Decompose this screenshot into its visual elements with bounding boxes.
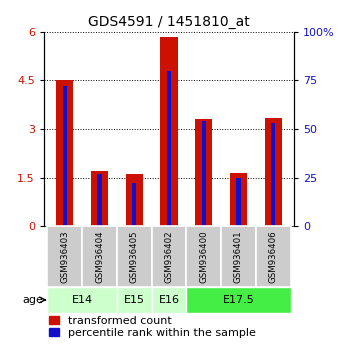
- Bar: [256, 226, 291, 287]
- Bar: [126, 174, 143, 226]
- Bar: [186, 287, 291, 313]
- Bar: [221, 226, 256, 287]
- Text: GSM936400: GSM936400: [199, 230, 208, 283]
- Bar: [230, 173, 247, 226]
- Bar: [117, 226, 152, 287]
- Bar: [152, 226, 186, 287]
- Text: E14: E14: [72, 295, 93, 305]
- Bar: [47, 287, 117, 313]
- Text: GSM936406: GSM936406: [269, 230, 278, 283]
- Text: GSM936402: GSM936402: [165, 230, 173, 283]
- Bar: [195, 119, 212, 226]
- Bar: [186, 226, 221, 287]
- Text: E15: E15: [124, 295, 145, 305]
- Text: age: age: [23, 295, 44, 305]
- Bar: [236, 177, 241, 226]
- Text: GSM936405: GSM936405: [130, 230, 139, 283]
- Bar: [47, 226, 82, 287]
- Text: E16: E16: [159, 295, 179, 305]
- Bar: [91, 171, 108, 226]
- Legend: transformed count, percentile rank within the sample: transformed count, percentile rank withi…: [49, 315, 256, 338]
- Text: E17.5: E17.5: [223, 295, 255, 305]
- Bar: [160, 37, 178, 226]
- Bar: [63, 86, 67, 226]
- Bar: [167, 71, 171, 226]
- Text: GSM936403: GSM936403: [60, 230, 69, 283]
- Bar: [152, 287, 186, 313]
- Bar: [132, 183, 136, 226]
- Title: GDS4591 / 1451810_at: GDS4591 / 1451810_at: [88, 16, 250, 29]
- Bar: [82, 226, 117, 287]
- Bar: [97, 173, 102, 226]
- Text: GSM936401: GSM936401: [234, 230, 243, 283]
- Bar: [117, 287, 152, 313]
- Bar: [202, 121, 206, 226]
- Bar: [56, 80, 73, 226]
- Bar: [271, 123, 275, 226]
- Text: GSM936404: GSM936404: [95, 230, 104, 283]
- Bar: [265, 118, 282, 226]
